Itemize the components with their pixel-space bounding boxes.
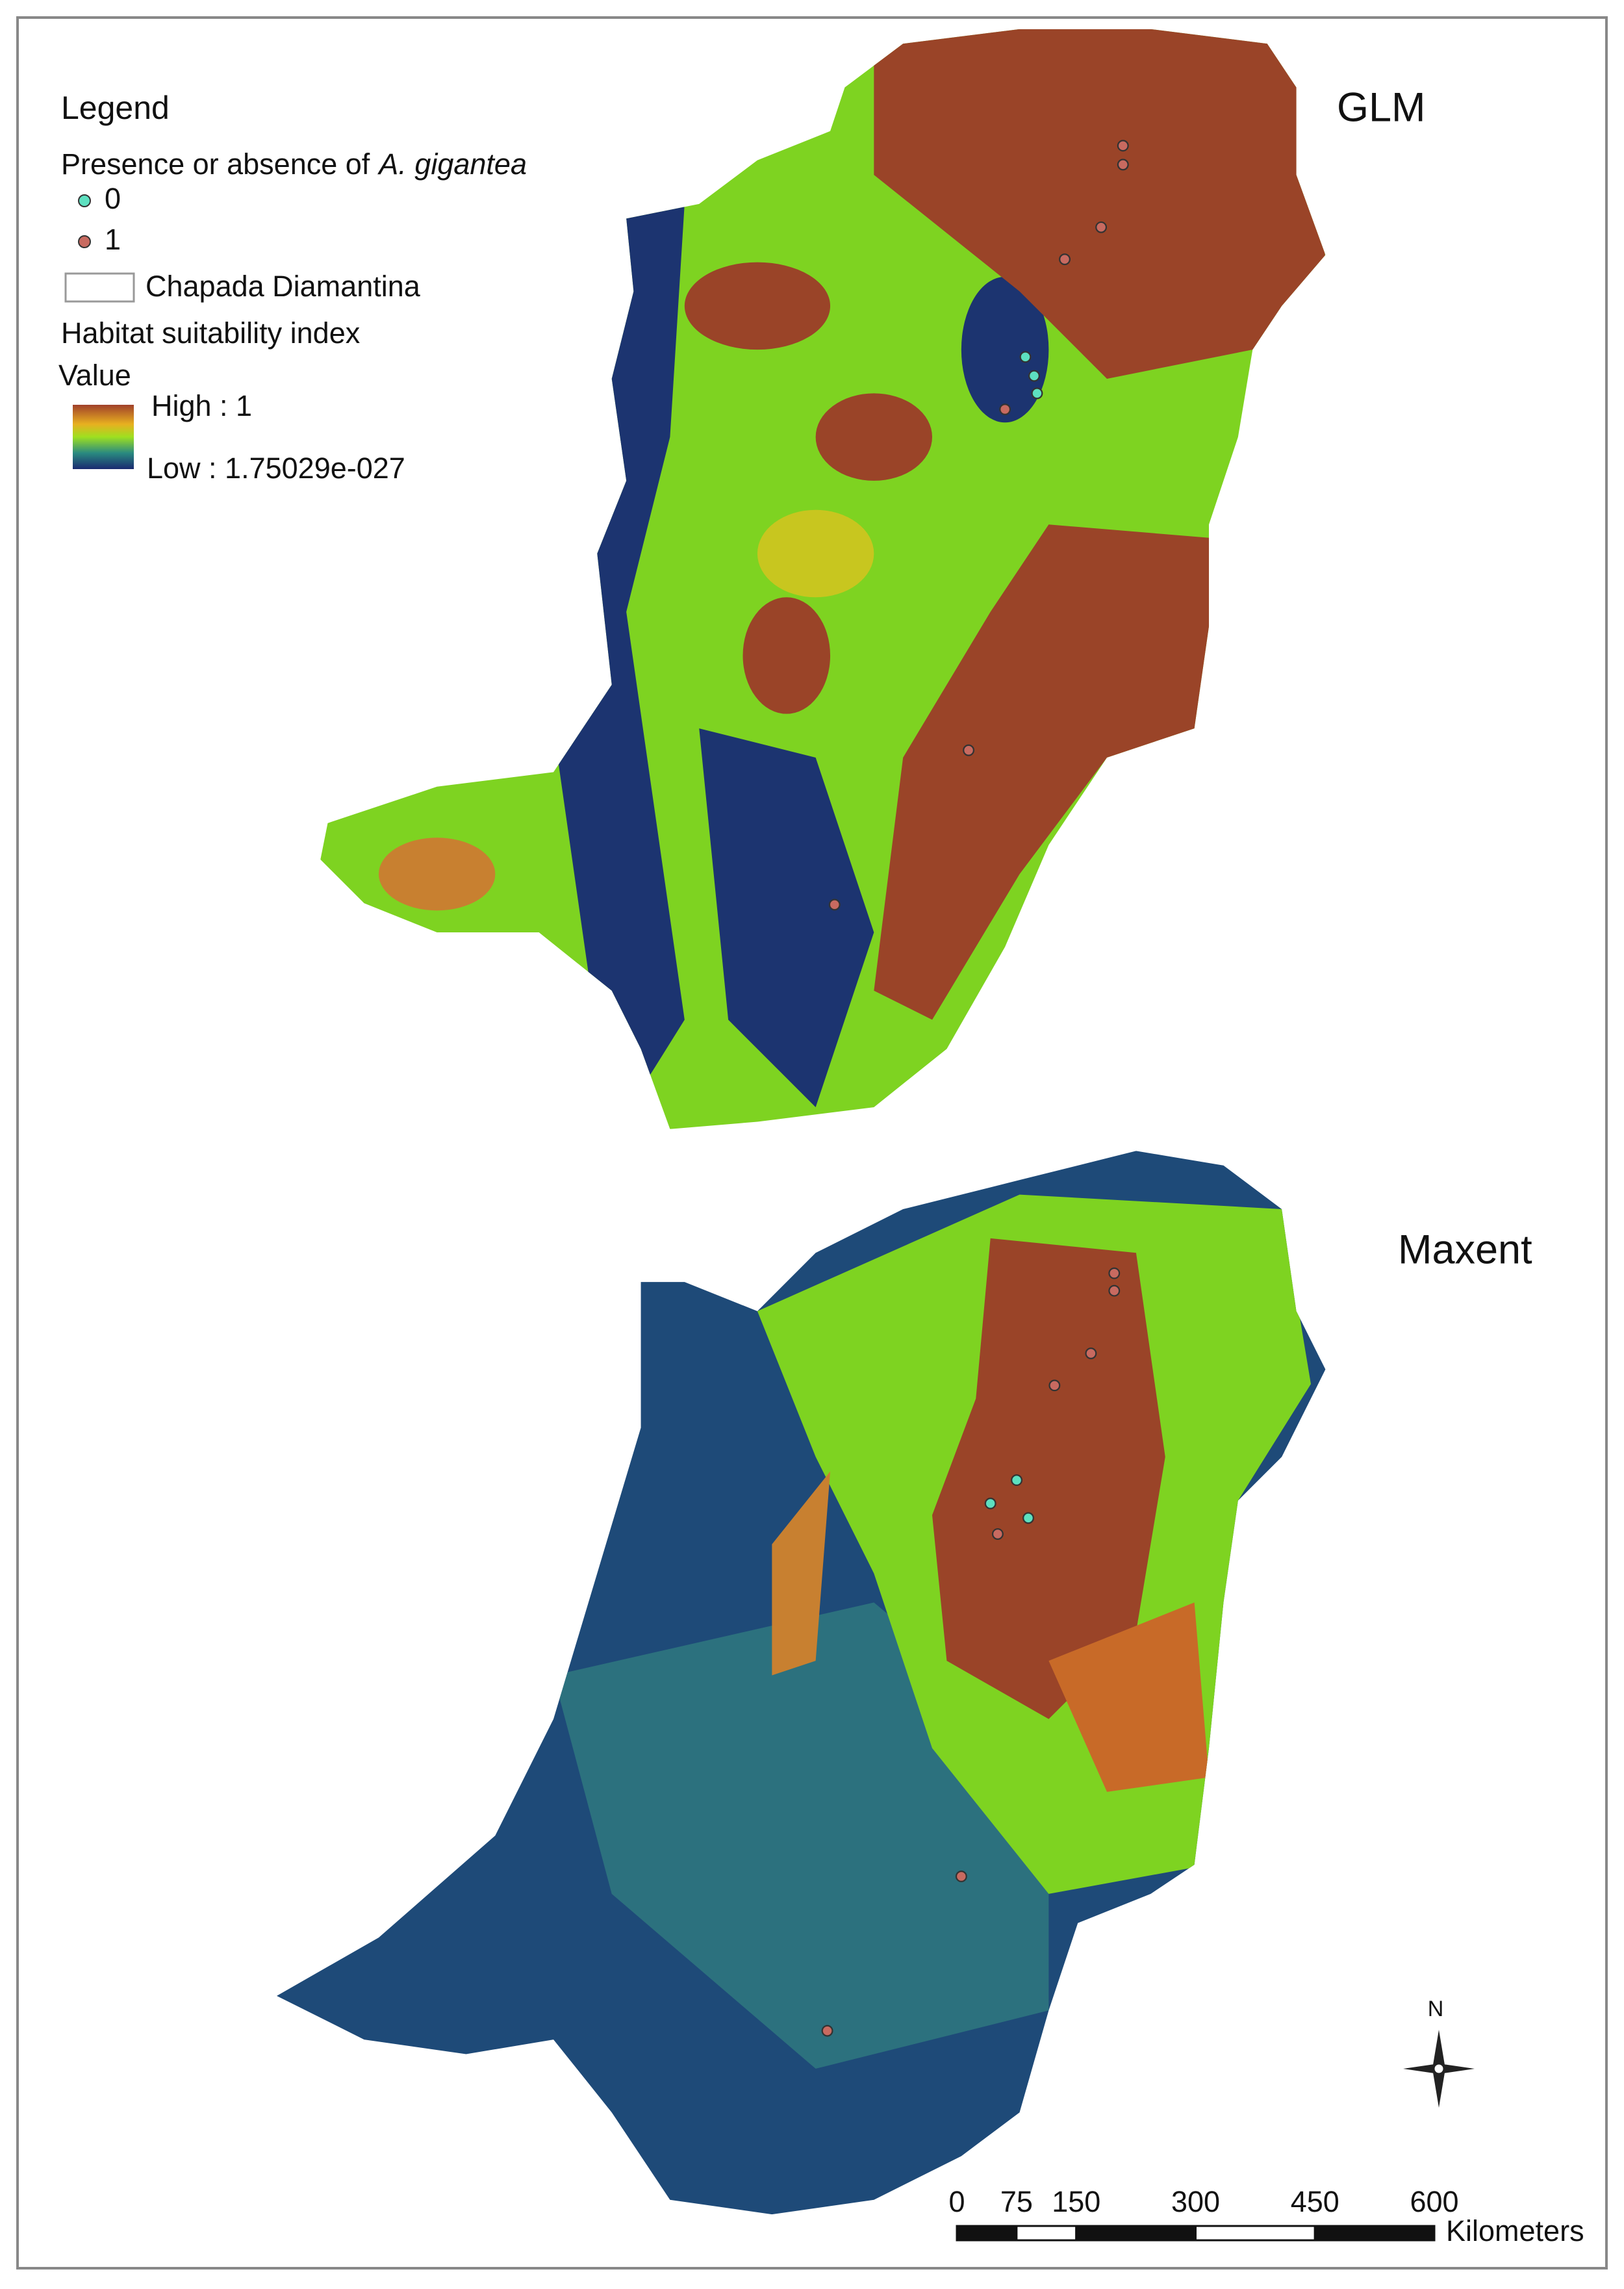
scale-label: 300	[1171, 2185, 1220, 2218]
class-label: 0	[105, 182, 121, 215]
scale-label: 75	[1000, 2185, 1033, 2218]
scale-label: 0	[948, 2185, 965, 2218]
scale-label: 150	[1052, 2185, 1100, 2218]
legend: Legend Presence or absence of A. gigantea…	[58, 90, 527, 485]
scale-segment	[1195, 2225, 1316, 2242]
species-name: A. gigantea	[377, 147, 527, 181]
scale-unit: Kilometers	[1446, 2214, 1584, 2247]
scale-segment	[1075, 2225, 1197, 2242]
map-title: GLM	[1337, 85, 1426, 131]
presence-text: Presence or absence of	[61, 147, 370, 181]
boundary-symbol	[64, 272, 135, 303]
scale-label: 600	[1410, 2185, 1458, 2218]
absence-symbol	[78, 194, 91, 207]
scale-segment	[1313, 2225, 1436, 2242]
scale-label: 450	[1291, 2185, 1339, 2218]
scale-segment	[1015, 2225, 1078, 2242]
high-label: High : 1	[151, 389, 252, 422]
low-label: Low : 1.75029e-027	[147, 452, 405, 485]
north-arrow: N	[1403, 1997, 1475, 2108]
north-label: N	[1428, 1997, 1444, 2021]
legend-title: Legend	[61, 90, 170, 126]
presence-label: Presence or absence of A. gigantea	[61, 147, 527, 181]
boundary-label: Chapada Diamantina	[146, 270, 421, 303]
index-title: Habitat suitability index	[61, 316, 361, 350]
presence-symbol	[78, 235, 91, 248]
class-label: 1	[105, 223, 121, 256]
value-title: Value	[58, 359, 131, 392]
map-title: Maxent	[1398, 1227, 1532, 1273]
color-ramp	[73, 405, 134, 469]
scale-segment	[956, 2225, 1018, 2242]
